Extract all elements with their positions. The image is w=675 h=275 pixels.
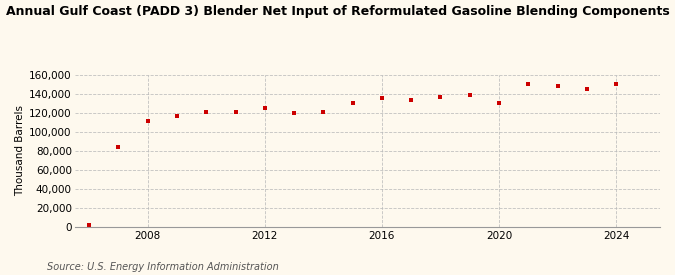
Text: Source: U.S. Energy Information Administration: Source: U.S. Energy Information Administ… [47,262,279,272]
Y-axis label: Thousand Barrels: Thousand Barrels [15,105,25,196]
Text: Annual Gulf Coast (PADD 3) Blender Net Input of Reformulated Gasoline Blending C: Annual Gulf Coast (PADD 3) Blender Net I… [5,6,670,18]
